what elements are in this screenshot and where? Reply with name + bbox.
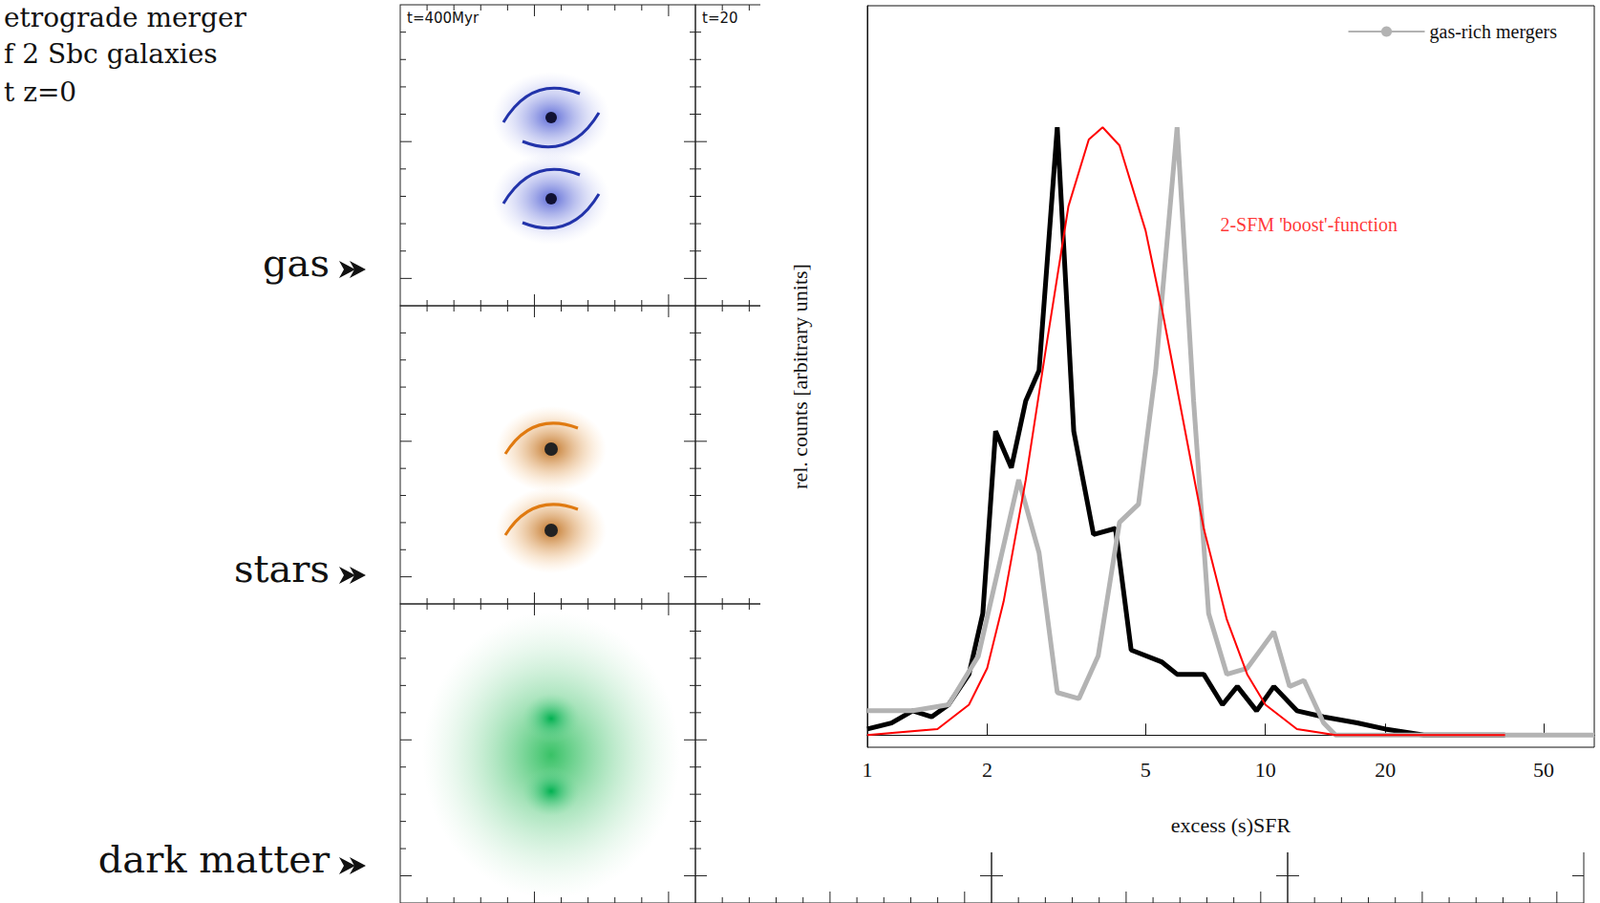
svg-text:50: 50 [1533,757,1555,782]
svg-text:20: 20 [1374,757,1396,782]
html-text:t=400Myr: t=400Myr [406,9,479,27]
svg-text:rel. counts [arbitrary units]: rel. counts [arbitrary units] [788,263,812,490]
html-text:gas: gas [262,240,330,285]
html-text:f 2 Sbc galaxies: f 2 Sbc galaxies [3,38,218,70]
svg-text:gas-rich mergers: gas-rich mergers [1429,21,1558,43]
svg-text:2-SFM 'boost'-function: 2-SFM 'boost'-function [1219,213,1398,235]
html-text:t=20: t=20 [702,9,738,27]
html-text:dark matter: dark matter [98,836,330,881]
svg-text:1: 1 [862,757,874,782]
svg-text:excess (s)SFR: excess (s)SFR [1171,812,1292,837]
svg-text:10: 10 [1255,757,1277,782]
svg-text:5: 5 [1140,757,1152,782]
html-text:t z=0: t z=0 [3,76,77,108]
html-text:etrograde merger: etrograde merger [3,1,247,34]
html-text:stars: stars [233,546,330,591]
svg-text:2: 2 [981,757,993,782]
